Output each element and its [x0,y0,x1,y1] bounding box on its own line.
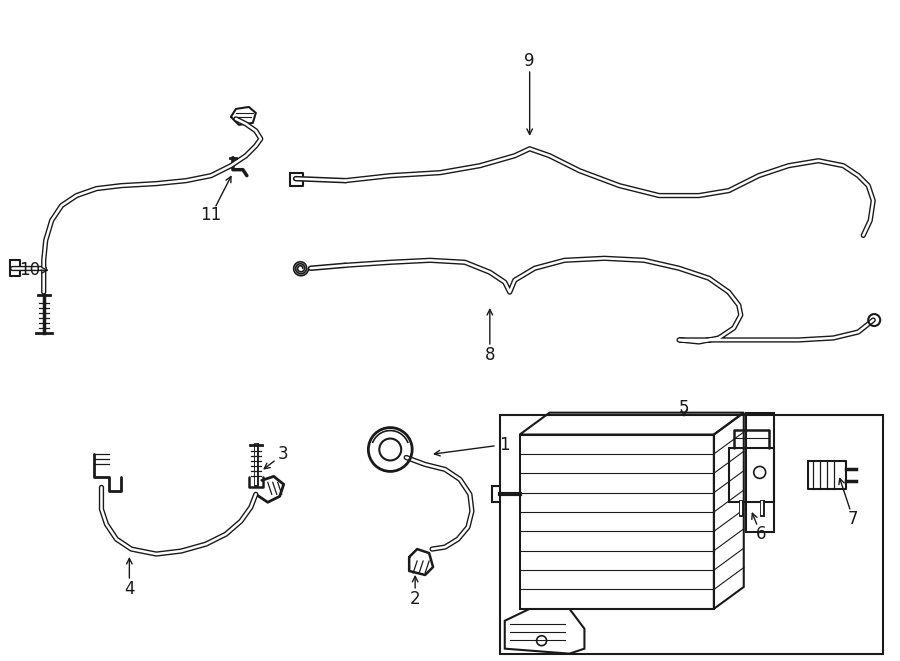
Text: 5: 5 [679,399,689,416]
Text: 1: 1 [500,436,510,453]
Text: 8: 8 [484,346,495,364]
Bar [729,447,774,502]
Bar [519,434,714,609]
Text: 10: 10 [19,261,40,279]
Bar [500,414,883,654]
Text: 6: 6 [755,525,766,543]
Text: 2: 2 [410,590,420,608]
Bar [746,412,774,532]
Text: 9: 9 [525,52,535,70]
Text: 11: 11 [201,206,221,225]
Text: 7: 7 [848,510,859,528]
Text: 4: 4 [124,580,135,598]
Text: 3: 3 [277,446,288,463]
